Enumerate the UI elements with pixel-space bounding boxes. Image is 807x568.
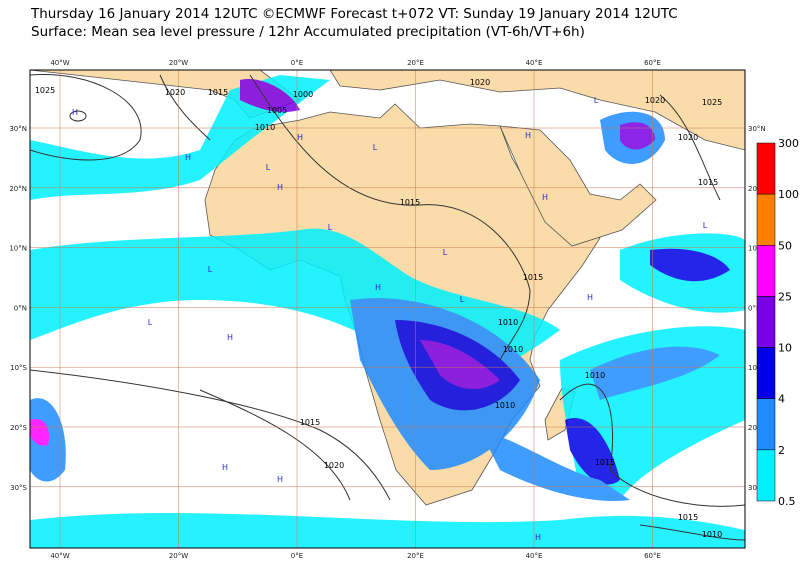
isobar-label: 1010 [702, 530, 722, 539]
pressure-center: L [460, 295, 465, 304]
colorbar: 300 100 50 25 10 4 2 0.5 [756, 137, 799, 508]
colorbar-swatch [756, 347, 776, 399]
pressure-center: L [148, 318, 153, 327]
pressure-center: L [208, 265, 213, 274]
pressure-center: H [375, 283, 381, 292]
isobar-label: 1010 [255, 123, 275, 132]
lat-label: 20°S [10, 424, 27, 432]
lat-label: 30°N [748, 125, 766, 133]
pressure-center: L [373, 143, 378, 152]
title: Thursday 16 January 2014 12UTC ©ECMWF Fo… [31, 6, 678, 22]
pressure-center: L [594, 96, 599, 105]
colorbar-swatch [756, 142, 776, 195]
isobar-label: 1010 [585, 371, 605, 380]
isobar-label: 1025 [35, 86, 55, 95]
colorbar-swatch [756, 193, 776, 246]
graticule [30, 70, 745, 548]
isobar-label: 1020 [165, 88, 185, 97]
labels: 40°W 40°W 20°W 20°W 0°E 0°E 20°E 20°E 40°E 40°E 60… [9, 59, 765, 560]
lat-label: 30°S [10, 484, 27, 492]
colorbar-swatch [756, 245, 776, 297]
colorbar-swatch [756, 398, 776, 451]
isobar-label: 1015 [698, 178, 718, 187]
lat-label: 10°N [9, 245, 27, 253]
lat-label: 10°S [748, 364, 765, 372]
isobar-label: 1000 [293, 90, 313, 99]
lon-label: 40°W [50, 59, 69, 67]
isobar-label: 1010 [495, 401, 515, 410]
lon-label: 20°W [169, 552, 188, 560]
lon-label: 40°E [526, 552, 543, 560]
pressure-center: H [227, 333, 233, 342]
lat-label: 0°N [14, 304, 27, 312]
map-body [30, 70, 745, 548]
lat-label: 20°S [748, 424, 765, 432]
lon-label: 20°E [407, 552, 424, 560]
isobar-label: 1025 [702, 98, 722, 107]
isobar-label: 1015 [523, 273, 543, 282]
pressure-center: H [185, 153, 191, 162]
isobar-label: 1020 [678, 133, 698, 142]
colorbar-swatch [756, 449, 776, 502]
pressure-center: H [222, 463, 228, 472]
isobar-label: 1020 [324, 461, 344, 470]
isobar-label: 1015 [400, 198, 420, 207]
lat-label: 30°S [748, 484, 765, 492]
colorbar-label: 4 [778, 393, 785, 406]
lat-label: 30°N [9, 125, 27, 133]
pressure-center: L [266, 163, 271, 172]
colorbar-label: 100 [778, 188, 799, 201]
pressure-center: L [703, 221, 708, 230]
colorbar-label: 2 [778, 444, 785, 457]
lat-label: 10°S [10, 364, 27, 372]
isobars [30, 73, 745, 541]
pressure-center: H [587, 293, 593, 302]
lon-label: 60°E [644, 59, 661, 67]
colorbar-label: 50 [778, 239, 792, 252]
colorbar-label: 300 [778, 137, 799, 150]
pressure-center: H [535, 533, 541, 542]
pressure-center: H [277, 183, 283, 192]
isobar-label: 1020 [645, 96, 665, 105]
isobar-label: 1015 [300, 418, 320, 427]
lon-label: 0°E [291, 59, 303, 67]
pressure-center: H [525, 131, 531, 140]
lon-label: 60°E [644, 552, 661, 560]
lat-label: 0°N [748, 304, 761, 312]
pressure-center: L [443, 248, 448, 257]
pressure-center: H [72, 108, 78, 117]
lon-label: 0°E [291, 552, 303, 560]
lat-label: 20°N [9, 185, 27, 193]
subtitle: Surface: Mean sea level pressure / 12hr … [31, 24, 585, 40]
isobar-label: 1015 [208, 88, 228, 97]
isobar-label: 1015 [595, 458, 615, 467]
isobar-label: 1005 [267, 106, 287, 115]
pressure-center: H [542, 193, 548, 202]
isobar-label: 1015 [678, 513, 698, 522]
lon-label: 20°E [407, 59, 424, 67]
colorbar-swatch [756, 296, 776, 348]
map-frame [29, 69, 746, 549]
isobar-label: 1010 [503, 345, 523, 354]
lon-label: 40°W [50, 552, 69, 560]
colorbar-label: 10 [778, 342, 792, 355]
lon-label: 40°E [526, 59, 543, 67]
colorbar-label: 25 [778, 290, 792, 303]
isobar-label: 1010 [498, 318, 518, 327]
colorbar-label: 0.5 [778, 495, 796, 508]
pressure-center: H [297, 133, 303, 142]
pressure-center: L [328, 223, 333, 232]
lon-label: 20°W [169, 59, 188, 67]
pressure-center: H [277, 475, 283, 484]
isobar-label: 1020 [470, 78, 490, 87]
